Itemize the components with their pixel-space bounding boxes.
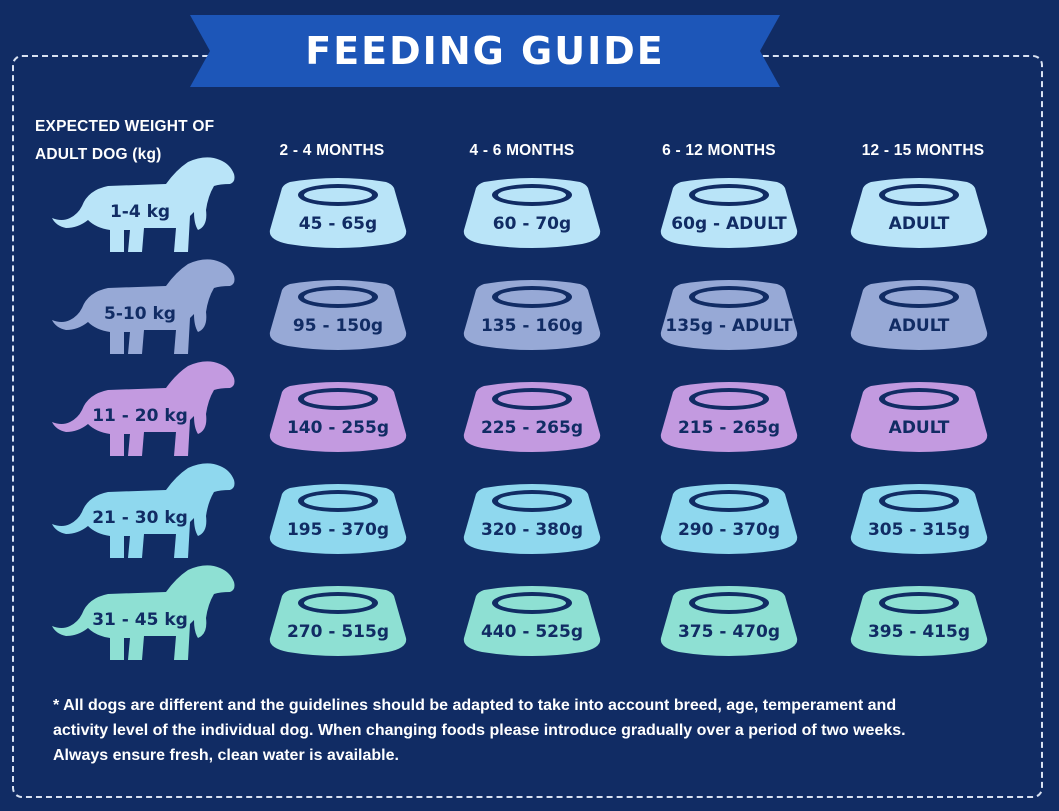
food-bowl-icon: 135 - 160g	[462, 280, 602, 352]
footnote-line-1: * All dogs are different and the guideli…	[53, 697, 897, 714]
feeding-amount: 225 - 265g	[480, 418, 584, 438]
feeding-amount: 195 - 370g	[286, 520, 390, 540]
weight-label: 21 - 30 kg	[92, 508, 188, 528]
food-bowl-icon: 225 - 265g	[462, 382, 602, 454]
food-bowl-icon: 320 - 380g	[462, 484, 602, 556]
title-banner: FEEDING GUIDE	[190, 15, 780, 95]
dog-silhouette-icon: 21 - 30 kg	[48, 462, 238, 562]
feeding-amount: 270 - 515g	[286, 622, 390, 642]
weight-label: 1-4 kg	[109, 202, 171, 222]
feeding-amount: ADULT	[888, 418, 950, 438]
weight-header-line-1: EXPECTED WEIGHT OF	[35, 118, 215, 135]
dog-silhouette-icon: 31 - 45 kg	[48, 564, 238, 664]
feeding-amount: 395 - 415g	[867, 622, 971, 642]
food-bowl-icon: 375 - 470g	[659, 586, 799, 658]
feeding-amount: 45 - 65g	[298, 214, 378, 234]
column-header-4-6-months: 4 - 6 MONTHS	[469, 142, 575, 159]
food-bowl-icon: ADULT	[849, 280, 989, 352]
food-bowl-icon: 290 - 370g	[659, 484, 799, 556]
page-title: FEEDING GUIDE	[305, 29, 665, 73]
feeding-amount: 95 - 150g	[292, 316, 384, 336]
weight-header-line-2: ADULT DOG (kg)	[35, 146, 162, 163]
food-bowl-icon: 60 - 70g	[462, 178, 602, 250]
weight-label: 31 - 45 kg	[92, 610, 188, 630]
dog-silhouette-icon: 1-4 kg	[48, 156, 238, 256]
column-header-6-12-months: 6 - 12 MONTHS	[662, 142, 776, 159]
weight-label: 11 - 20 kg	[92, 406, 188, 426]
feeding-amount: 135g - ADULT	[665, 316, 793, 336]
dog-silhouette-icon: 5-10 kg	[48, 258, 238, 358]
feeding-amount: 290 - 370g	[677, 520, 781, 540]
food-bowl-icon: 440 - 525g	[462, 586, 602, 658]
food-bowl-icon: 45 - 65g	[268, 178, 408, 250]
food-bowl-icon: 305 - 315g	[849, 484, 989, 556]
feeding-amount: 375 - 470g	[677, 622, 781, 642]
feeding-amount: ADULT	[888, 214, 950, 234]
food-bowl-icon: 215 - 265g	[659, 382, 799, 454]
column-header-12-15-months: 12 - 15 MONTHS	[861, 142, 985, 159]
food-bowl-icon: 140 - 255g	[268, 382, 408, 454]
weight-label: 5-10 kg	[104, 304, 176, 324]
feeding-amount: 305 - 315g	[867, 520, 971, 540]
food-bowl-icon: ADULT	[849, 178, 989, 250]
food-bowl-icon: ADULT	[849, 382, 989, 454]
footnote-line-2: activity level of the individual dog. Wh…	[53, 722, 906, 739]
feeding-amount: 135 - 160g	[480, 316, 584, 336]
feeding-amount: 140 - 255g	[286, 418, 390, 438]
dog-silhouette-icon: 11 - 20 kg	[48, 360, 238, 460]
footnote-line-3: Always ensure fresh, clean water is avai…	[53, 747, 399, 764]
food-bowl-icon: 395 - 415g	[849, 586, 989, 658]
feeding-amount: 60 - 70g	[492, 214, 572, 234]
food-bowl-icon: 195 - 370g	[268, 484, 408, 556]
feeding-amount: 440 - 525g	[480, 622, 584, 642]
feeding-amount: 215 - 265g	[677, 418, 781, 438]
food-bowl-icon: 60g - ADULT	[659, 178, 799, 250]
food-bowl-icon: 270 - 515g	[268, 586, 408, 658]
feeding-amount: 60g - ADULT	[671, 214, 787, 234]
column-header-2-4-months: 2 - 4 MONTHS	[279, 142, 385, 159]
feeding-amount: 320 - 380g	[480, 520, 584, 540]
footnote: * All dogs are different and the guideli…	[53, 693, 1003, 768]
food-bowl-icon: 95 - 150g	[268, 280, 408, 352]
food-bowl-icon: 135g - ADULT	[659, 280, 799, 352]
feeding-amount: ADULT	[888, 316, 950, 336]
